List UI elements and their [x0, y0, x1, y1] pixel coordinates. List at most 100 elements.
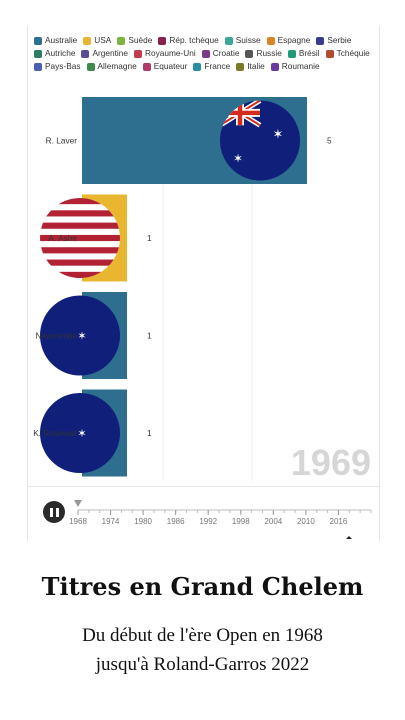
- legend-item: Brésil: [287, 48, 320, 59]
- timeline-slider[interactable]: 1968 1974 1980 1986 1992 1998 2004 2010 2016: [28, 486, 379, 541]
- legend-item: Rép. tchèque: [158, 35, 219, 46]
- legend-swatch: [117, 36, 126, 45]
- pause-button[interactable]: [43, 501, 65, 523]
- legend-item: Suisse: [224, 35, 261, 46]
- legend-swatch: [193, 62, 202, 71]
- legend-swatch: [133, 49, 142, 58]
- legend-label: Italie: [247, 61, 265, 71]
- timeline-tick-label: 2010: [297, 517, 315, 526]
- legend-swatch: [325, 49, 334, 58]
- legend-item: Argentine: [81, 48, 128, 59]
- legend-label: Serbie: [327, 35, 352, 45]
- star-icon: ✶: [77, 427, 86, 440]
- legend-label: Suède: [128, 35, 153, 45]
- legend-swatch: [316, 36, 325, 45]
- legend-item: Australie: [34, 35, 77, 46]
- legend-label: Suisse: [235, 35, 261, 45]
- bar-value-label: 1: [147, 233, 152, 243]
- legend-label: Autriche: [45, 48, 76, 58]
- bar-value-label: 1: [147, 428, 152, 438]
- legend-swatch: [266, 36, 275, 45]
- legend-swatch: [34, 49, 42, 58]
- australia-flag: ✶✶: [220, 100, 300, 181]
- legend-label: Rép. tchèque: [169, 35, 219, 45]
- pause-icon: [49, 507, 53, 517]
- legend-swatch: [34, 36, 42, 45]
- subtitle-line-2: jusqu'à Roland-Garros 2022: [95, 654, 310, 675]
- legend-swatch: [86, 62, 95, 71]
- legend-swatch: [224, 36, 233, 45]
- legend-item: Roumanie: [270, 61, 320, 72]
- legend-swatch: [287, 49, 296, 58]
- star-icon: ✶: [233, 152, 243, 166]
- timeline-tick-label: 1974: [102, 517, 120, 526]
- legend-item: Autriche: [34, 48, 75, 59]
- australia-flag: ✶: [40, 295, 120, 376]
- legend-label: Equateur: [153, 61, 188, 71]
- timeline-tick-label: 1992: [199, 517, 217, 526]
- legend-item: Royaume-Uni: [133, 48, 196, 59]
- chart-panel: Australie USA Suède Rép. tchèque Suisse Espag…: [27, 26, 380, 541]
- legend-item: Russie: [245, 48, 282, 59]
- legend-swatch: [158, 36, 167, 45]
- bar-group: A. Ashe 1: [40, 194, 152, 282]
- bar-group: ✶K. Rosewall 1: [33, 389, 152, 477]
- legend-swatch: [236, 62, 245, 71]
- legend-label: Argentine: [92, 48, 128, 58]
- caret-up-icon: [346, 536, 352, 539]
- legend-label: Espagne: [277, 35, 311, 45]
- australia-flag: ✶: [40, 393, 120, 473]
- legend-label: Croatie: [212, 48, 240, 58]
- legend-label: USA: [94, 35, 112, 45]
- timeline-handle[interactable]: [74, 500, 82, 507]
- legend-item: Equateur: [142, 61, 188, 72]
- bar-group: ✶✶R. Laver 5: [46, 97, 332, 184]
- legend-label: Russie: [256, 48, 282, 58]
- bar-category-label: Newcombe: [35, 331, 77, 341]
- timeline-tick-label: 1986: [167, 517, 185, 526]
- legend-label: Pays-Bas: [45, 61, 81, 71]
- bar-value-label: 1: [147, 331, 152, 341]
- legend-item: Espagne: [266, 35, 311, 46]
- legend-item: Allemagne: [86, 61, 137, 72]
- usa-flag: [40, 198, 120, 278]
- legend-label: Brésil: [298, 48, 320, 58]
- current-year-label: 1969: [290, 442, 371, 483]
- subtitle-line-1: Du début de l'ère Open en 1968: [82, 625, 323, 646]
- legend-label: Roumanie: [281, 61, 320, 71]
- bar-chart: ✶✶R. Laver 5A. Ashe 1✶Newcombe 1✶K. Rosewal…: [33, 97, 332, 481]
- legend-item: Serbie: [316, 35, 351, 46]
- legend-item: Pays-Bas: [34, 61, 81, 72]
- star-icon: ✶: [77, 330, 86, 343]
- legend-swatch: [201, 49, 210, 58]
- bar-category-label: A. Ashe: [48, 233, 77, 243]
- legend-item: France: [193, 61, 230, 72]
- legend-label: Australie: [45, 35, 78, 45]
- timeline-tick-label: 1998: [232, 517, 250, 526]
- timeline-tick-label: 2016: [330, 517, 348, 526]
- legend-item: Tchéquie: [325, 48, 370, 59]
- legend-swatch: [270, 62, 279, 71]
- legend-item: Croatie: [201, 48, 240, 59]
- bar-value-label: 5: [327, 136, 332, 146]
- star-icon: ✶: [273, 128, 284, 143]
- bar-category-label: K. Rosewall: [33, 428, 77, 438]
- legend-item: Suède: [117, 35, 152, 46]
- legend-swatch: [81, 49, 90, 58]
- legend-swatch: [34, 62, 42, 71]
- legend-label: Tchéquie: [336, 48, 370, 58]
- timeline-tick-label: 2004: [264, 517, 282, 526]
- bar-category-label: R. Laver: [46, 136, 78, 146]
- legend: Australie USA Suède Rép. tchèque Suisse Espag…: [34, 35, 374, 72]
- page-title: Titres en Grand Chelem: [41, 572, 364, 601]
- timeline-tick-label: 1980: [134, 517, 152, 526]
- legend-item: Italie: [236, 61, 265, 72]
- legend-swatch: [245, 49, 254, 58]
- legend-swatch: [83, 36, 92, 45]
- bar-group: ✶Newcombe 1: [35, 292, 152, 379]
- timeline-tick-label: 1968: [69, 517, 87, 526]
- legend-swatch: [142, 62, 151, 71]
- legend-label: Royaume-Uni: [144, 48, 196, 58]
- legend-item: USA: [83, 35, 111, 46]
- legend-label: Allemagne: [97, 61, 137, 71]
